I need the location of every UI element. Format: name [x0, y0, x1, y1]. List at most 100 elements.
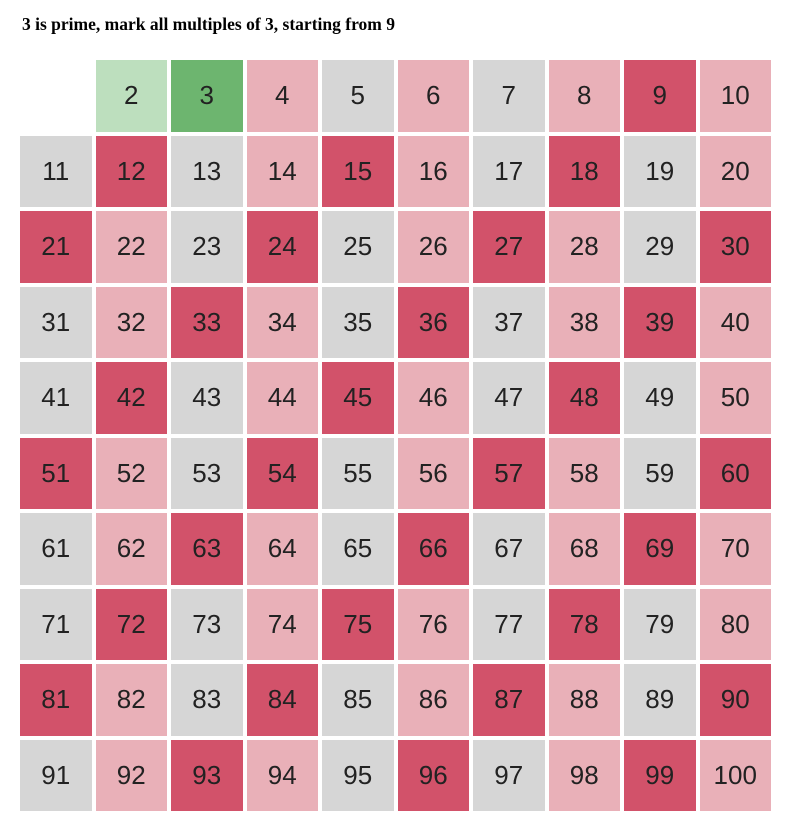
number-cell-11: 11 [20, 135, 92, 207]
number-cell-32: 32 [95, 286, 167, 358]
number-cell-52: 52 [95, 437, 167, 509]
number-cell-39: 39 [624, 286, 696, 358]
number-cell-67: 67 [473, 513, 545, 585]
number-cell-7: 7 [473, 60, 545, 132]
number-cell-25: 25 [322, 211, 394, 283]
number-cell-36: 36 [397, 286, 469, 358]
number-cell-29: 29 [624, 211, 696, 283]
figure-caption: 3 is prime, mark all multiples of 3, sta… [22, 14, 395, 34]
number-cell-58: 58 [548, 437, 620, 509]
number-cell-18: 18 [548, 135, 620, 207]
number-cell-100: 100 [699, 739, 771, 811]
number-cell-88: 88 [548, 664, 620, 736]
number-cell-80: 80 [699, 588, 771, 660]
number-cell-87: 87 [473, 664, 545, 736]
number-cell-81: 81 [20, 664, 92, 736]
number-cell-85: 85 [322, 664, 394, 736]
sieve-grid: 2 3 4 5 6 7 8 9 10 11 12 13 14 15 16 17 18 19 20 21 22 23 24 25… [20, 60, 775, 815]
number-cell-63: 63 [171, 513, 243, 585]
number-cell-20: 20 [699, 135, 771, 207]
number-cell-84: 84 [246, 664, 318, 736]
number-cell-62: 62 [95, 513, 167, 585]
number-cell-75: 75 [322, 588, 394, 660]
number-cell-59: 59 [624, 437, 696, 509]
number-cell-57: 57 [473, 437, 545, 509]
number-cell-9: 9 [624, 60, 696, 132]
number-cell-10: 10 [699, 60, 771, 132]
number-cell-21: 21 [20, 211, 92, 283]
number-cell-89: 89 [624, 664, 696, 736]
number-cell-54: 54 [246, 437, 318, 509]
number-cell-76: 76 [397, 588, 469, 660]
number-cell-12: 12 [95, 135, 167, 207]
number-cell-4: 4 [246, 60, 318, 132]
number-cell-70: 70 [699, 513, 771, 585]
number-cell-74: 74 [246, 588, 318, 660]
number-cell-95: 95 [322, 739, 394, 811]
number-cell-15: 15 [322, 135, 394, 207]
number-cell-47: 47 [473, 362, 545, 434]
number-cell-38: 38 [548, 286, 620, 358]
number-cell-24: 24 [246, 211, 318, 283]
number-cell-68: 68 [548, 513, 620, 585]
number-cell-44: 44 [246, 362, 318, 434]
number-cell-14: 14 [246, 135, 318, 207]
number-cell-13: 13 [171, 135, 243, 207]
number-cell-5: 5 [322, 60, 394, 132]
number-cell-90: 90 [699, 664, 771, 736]
number-cell-2: 2 [95, 60, 167, 132]
number-cell-27: 27 [473, 211, 545, 283]
number-cell-28: 28 [548, 211, 620, 283]
number-cell-53: 53 [171, 437, 243, 509]
number-cell-94: 94 [246, 739, 318, 811]
number-cell-82: 82 [95, 664, 167, 736]
number-cell-37: 37 [473, 286, 545, 358]
number-cell-64: 64 [246, 513, 318, 585]
number-cell-69: 69 [624, 513, 696, 585]
number-cell-33: 33 [171, 286, 243, 358]
number-cell-77: 77 [473, 588, 545, 660]
number-cell-22: 22 [95, 211, 167, 283]
number-cell-99: 99 [624, 739, 696, 811]
number-cell-86: 86 [397, 664, 469, 736]
number-cell-98: 98 [548, 739, 620, 811]
number-cell-41: 41 [20, 362, 92, 434]
number-cell-45: 45 [322, 362, 394, 434]
number-cell-48: 48 [548, 362, 620, 434]
number-cell-17: 17 [473, 135, 545, 207]
number-cell-34: 34 [246, 286, 318, 358]
number-cell-42: 42 [95, 362, 167, 434]
number-cell-30: 30 [699, 211, 771, 283]
number-cell-78: 78 [548, 588, 620, 660]
number-cell-16: 16 [397, 135, 469, 207]
number-cell-97: 97 [473, 739, 545, 811]
number-cell-19: 19 [624, 135, 696, 207]
number-cell-49: 49 [624, 362, 696, 434]
number-cell-72: 72 [95, 588, 167, 660]
number-cell-73: 73 [171, 588, 243, 660]
number-cell-92: 92 [95, 739, 167, 811]
number-cell-96: 96 [397, 739, 469, 811]
number-cell-31: 31 [20, 286, 92, 358]
number-cell-66: 66 [397, 513, 469, 585]
number-cell-46: 46 [397, 362, 469, 434]
number-cell-91: 91 [20, 739, 92, 811]
number-cell-55: 55 [322, 437, 394, 509]
number-cell-8: 8 [548, 60, 620, 132]
number-cell-23: 23 [171, 211, 243, 283]
number-cell-65: 65 [322, 513, 394, 585]
number-cell-56: 56 [397, 437, 469, 509]
number-cell-60: 60 [699, 437, 771, 509]
number-cell-26: 26 [397, 211, 469, 283]
number-cell-3: 3 [171, 60, 243, 132]
number-cell-6: 6 [397, 60, 469, 132]
number-cell-71: 71 [20, 588, 92, 660]
number-cell-50: 50 [699, 362, 771, 434]
number-cell-51: 51 [20, 437, 92, 509]
number-cell-93: 93 [171, 739, 243, 811]
number-cell-83: 83 [171, 664, 243, 736]
number-cell-40: 40 [699, 286, 771, 358]
number-cell-35: 35 [322, 286, 394, 358]
number-cell-61: 61 [20, 513, 92, 585]
number-cell-79: 79 [624, 588, 696, 660]
